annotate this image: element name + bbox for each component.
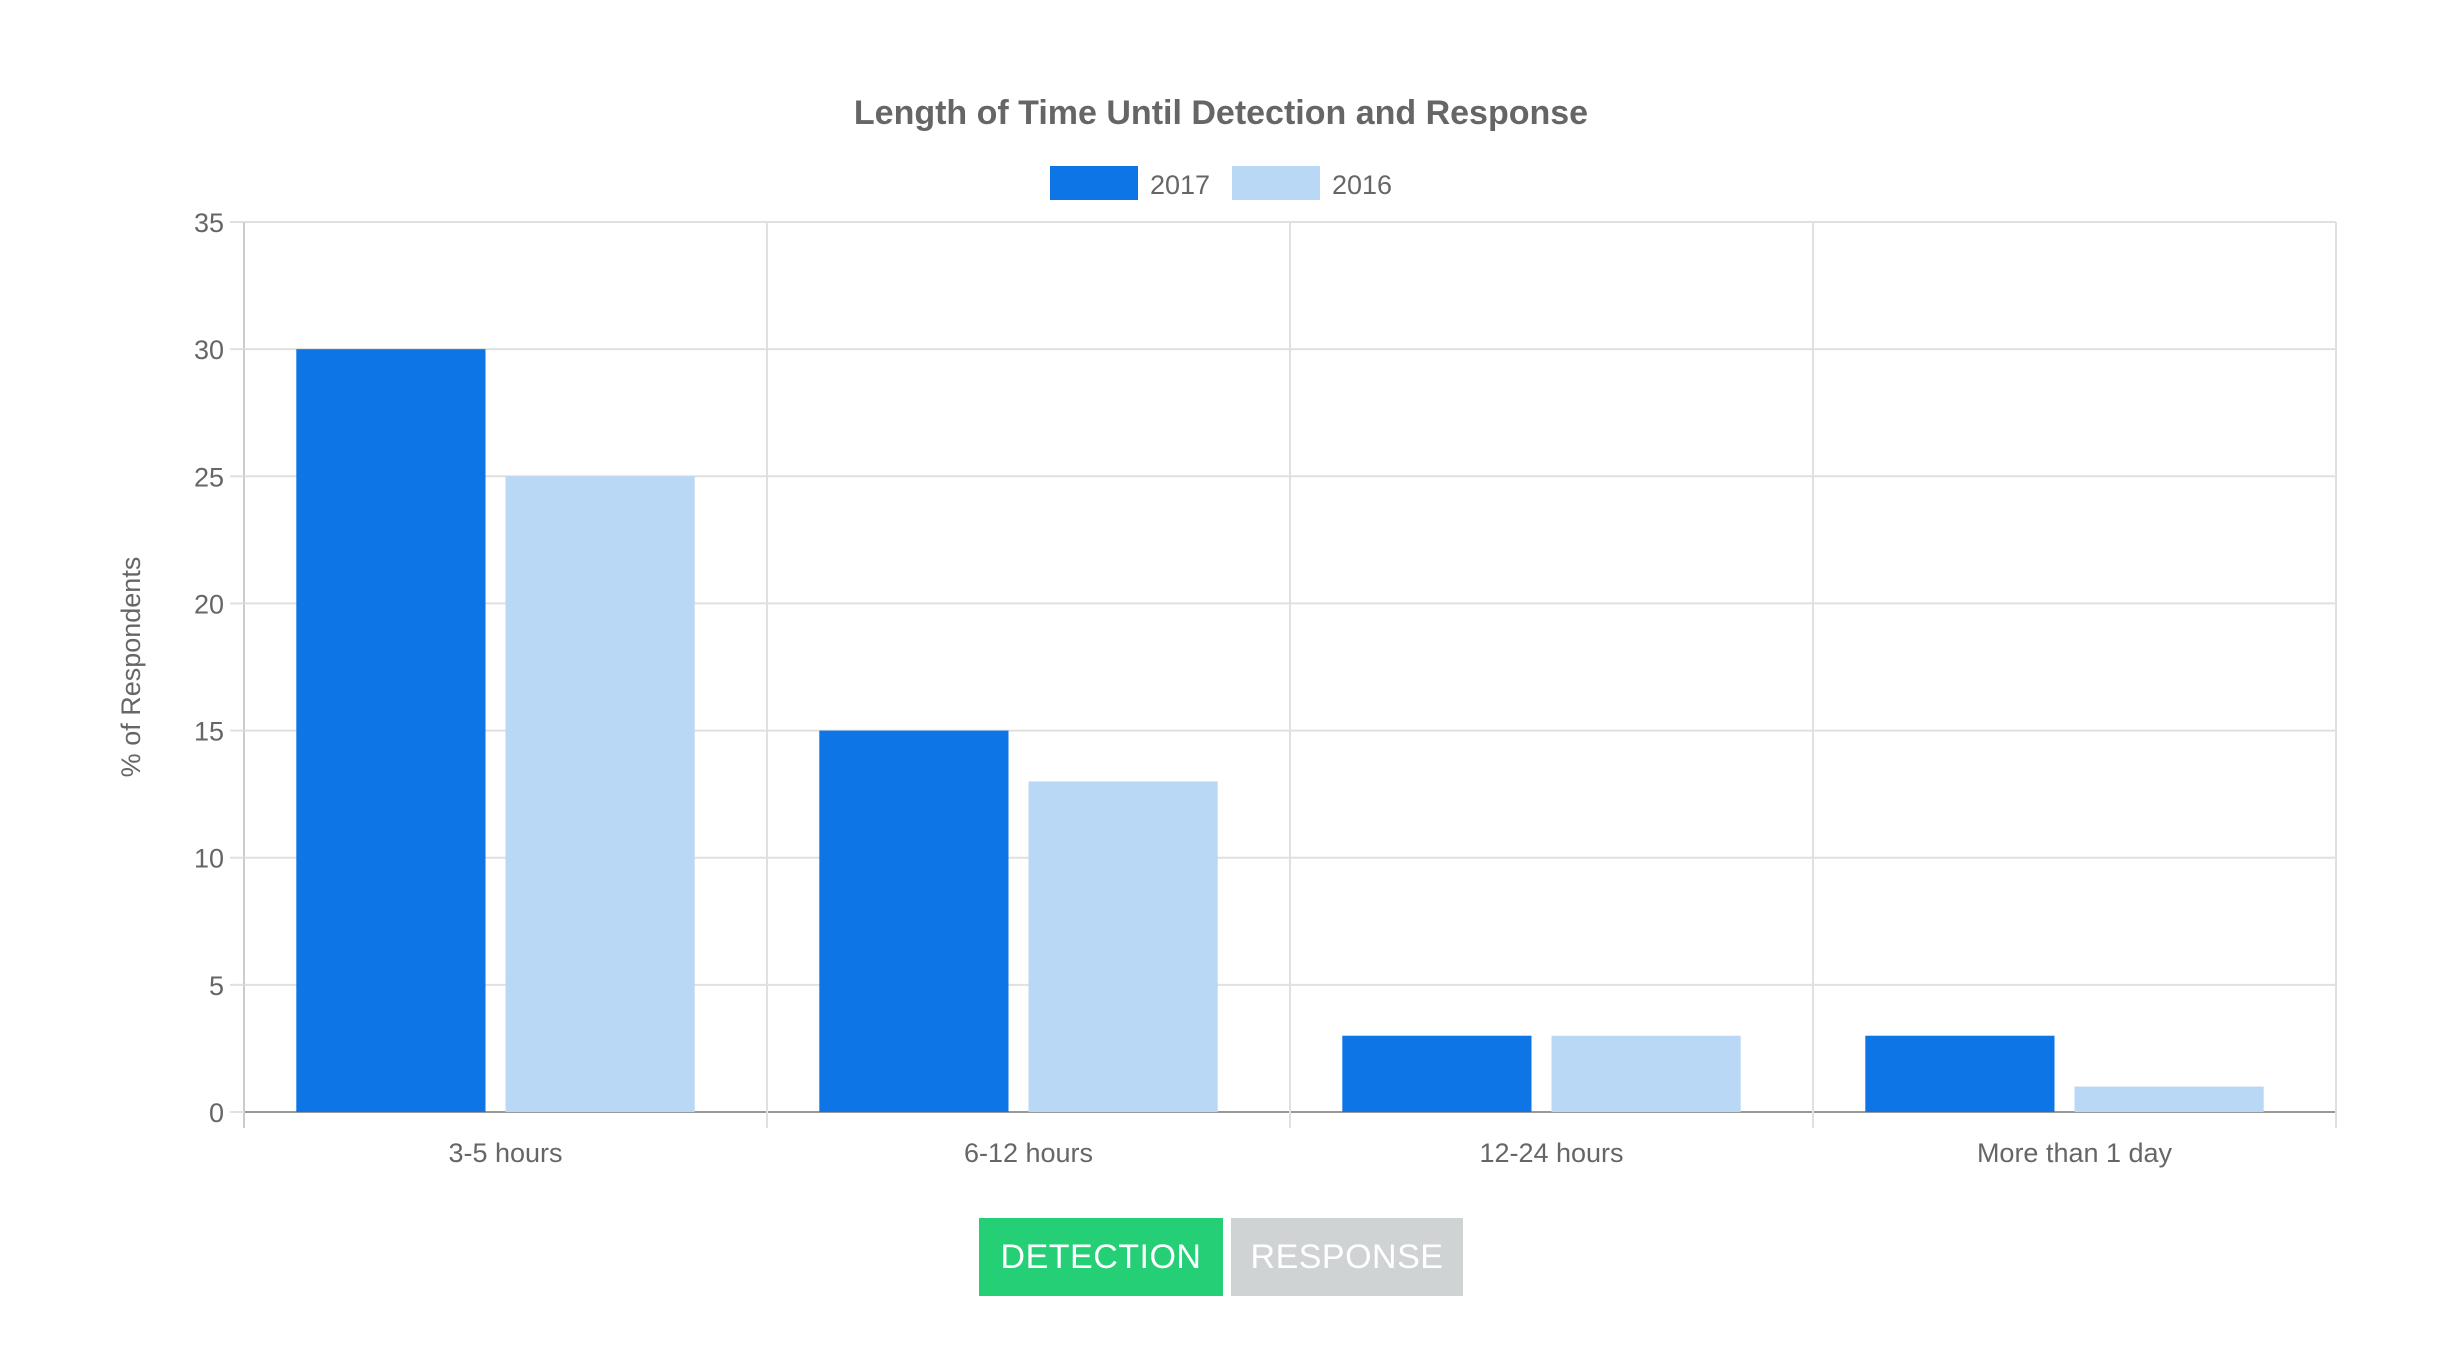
x-tick-label: More than 1 day <box>1977 1138 2173 1168</box>
chart-title: Length of Time Until Detection and Respo… <box>854 94 1588 132</box>
legend-label-2017: 2017 <box>1150 170 1210 200</box>
bar-2017-12-24-hours <box>1342 1035 1532 1112</box>
legend-item-2016[interactable]: 2016 <box>1232 166 1392 200</box>
legend-label-2016: 2016 <box>1332 170 1392 200</box>
y-axis-label: % of Respondents <box>116 557 146 778</box>
bar-2017-3-5-hours <box>296 349 486 1113</box>
y-tick-label: 10 <box>194 844 224 874</box>
x-tick-label: 12-24 hours <box>1479 1138 1623 1168</box>
y-axis: 0 5 10 15 20 25 30 35 <box>194 208 244 1128</box>
y-tick-label: 15 <box>194 717 224 747</box>
x-axis: 3-5 hours 6-12 hours 12-24 hours More than … <box>448 1138 2172 1168</box>
legend-swatch-2016 <box>1232 166 1320 200</box>
y-tick-label: 25 <box>194 462 224 492</box>
legend-swatch-2017 <box>1050 166 1138 200</box>
bar-2016-12-24-hours <box>1551 1035 1741 1112</box>
x-tick-label: 3-5 hours <box>448 1138 562 1168</box>
bar-2016-More-than-1-day <box>2074 1086 2264 1112</box>
bar-2016-6-12-hours <box>1028 781 1218 1112</box>
bar-2016-3-5-hours <box>505 476 695 1112</box>
y-tick-label: 0 <box>209 1098 224 1128</box>
x-tick-label: 6-12 hours <box>964 1138 1093 1168</box>
y-tick-label: 20 <box>194 589 224 619</box>
detection-button[interactable]: DETECTION <box>979 1218 1223 1296</box>
bar-2017-More-than-1-day <box>1865 1035 2055 1112</box>
bar-series <box>296 349 2264 1113</box>
chart-legend[interactable]: 2017 2016 <box>1050 166 1392 200</box>
y-tick-label: 5 <box>209 971 224 1001</box>
y-tick-label: 35 <box>194 208 224 238</box>
response-button[interactable]: RESPONSE <box>1231 1218 1463 1296</box>
bar-chart: Length of Time Until Detection and Respo… <box>116 94 2337 1168</box>
legend-item-2017[interactable]: 2017 <box>1050 166 1210 200</box>
metric-toggle: DETECTION RESPONSE <box>0 1218 2442 1296</box>
y-tick-label: 30 <box>194 335 224 365</box>
bar-2017-6-12-hours <box>819 730 1009 1112</box>
